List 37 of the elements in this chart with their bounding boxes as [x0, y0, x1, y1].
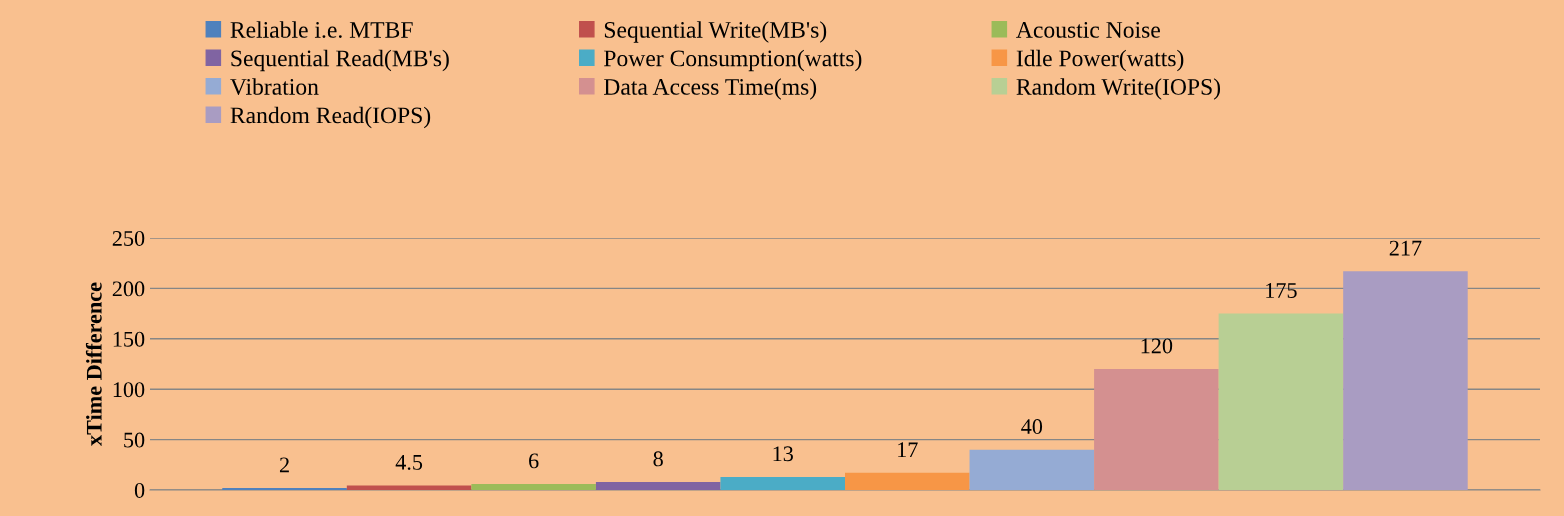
bar	[1218, 313, 1344, 490]
data-label: 13	[773, 446, 793, 462]
y-tick-label: 50	[124, 432, 145, 448]
data-label: 17	[898, 442, 918, 458]
bar	[845, 472, 970, 490]
y-tick-label: 250	[112, 230, 145, 246]
bar	[346, 485, 472, 490]
legend-label: Random Write(IOPS)	[1016, 78, 1221, 100]
bar	[222, 487, 347, 490]
legend-label: Vibration	[230, 78, 319, 95]
legend-label: Random Read(IOPS)	[230, 106, 431, 129]
data-label: 6	[529, 453, 539, 469]
legend-label: Reliable i.e. MTBF	[230, 21, 413, 38]
legend-label: Idle Power(watts)	[1016, 49, 1184, 72]
bar	[1094, 369, 1219, 490]
legend-label: Data Access Time(ms)	[604, 78, 817, 100]
legend-label: Power Consumption(watts)	[604, 49, 862, 72]
legend-label: Sequential Read(MB's)	[231, 49, 449, 72]
bar	[1343, 271, 1468, 490]
y-tick-label: 0	[134, 482, 145, 498]
y-axis-title: xTime Difference	[85, 282, 102, 446]
y-tick-label: 150	[113, 331, 145, 347]
data-label: 2	[279, 457, 289, 473]
bar	[595, 481, 721, 490]
data-label: 217	[1389, 240, 1422, 256]
bar	[720, 476, 845, 490]
data-label: 40	[1021, 419, 1043, 435]
y-tick-label: 100	[113, 382, 145, 398]
y-tick-label: 200	[112, 281, 145, 297]
data-label: 4.5	[395, 454, 423, 470]
data-label: 8	[653, 451, 663, 467]
data-label: 175	[1266, 283, 1297, 298]
legend-label: Sequential Write(MB's)	[604, 21, 827, 43]
data-label: 120	[1141, 338, 1173, 354]
legend-label: Acoustic Noise	[1016, 22, 1160, 38]
bar	[471, 483, 596, 490]
bar	[969, 449, 1095, 490]
